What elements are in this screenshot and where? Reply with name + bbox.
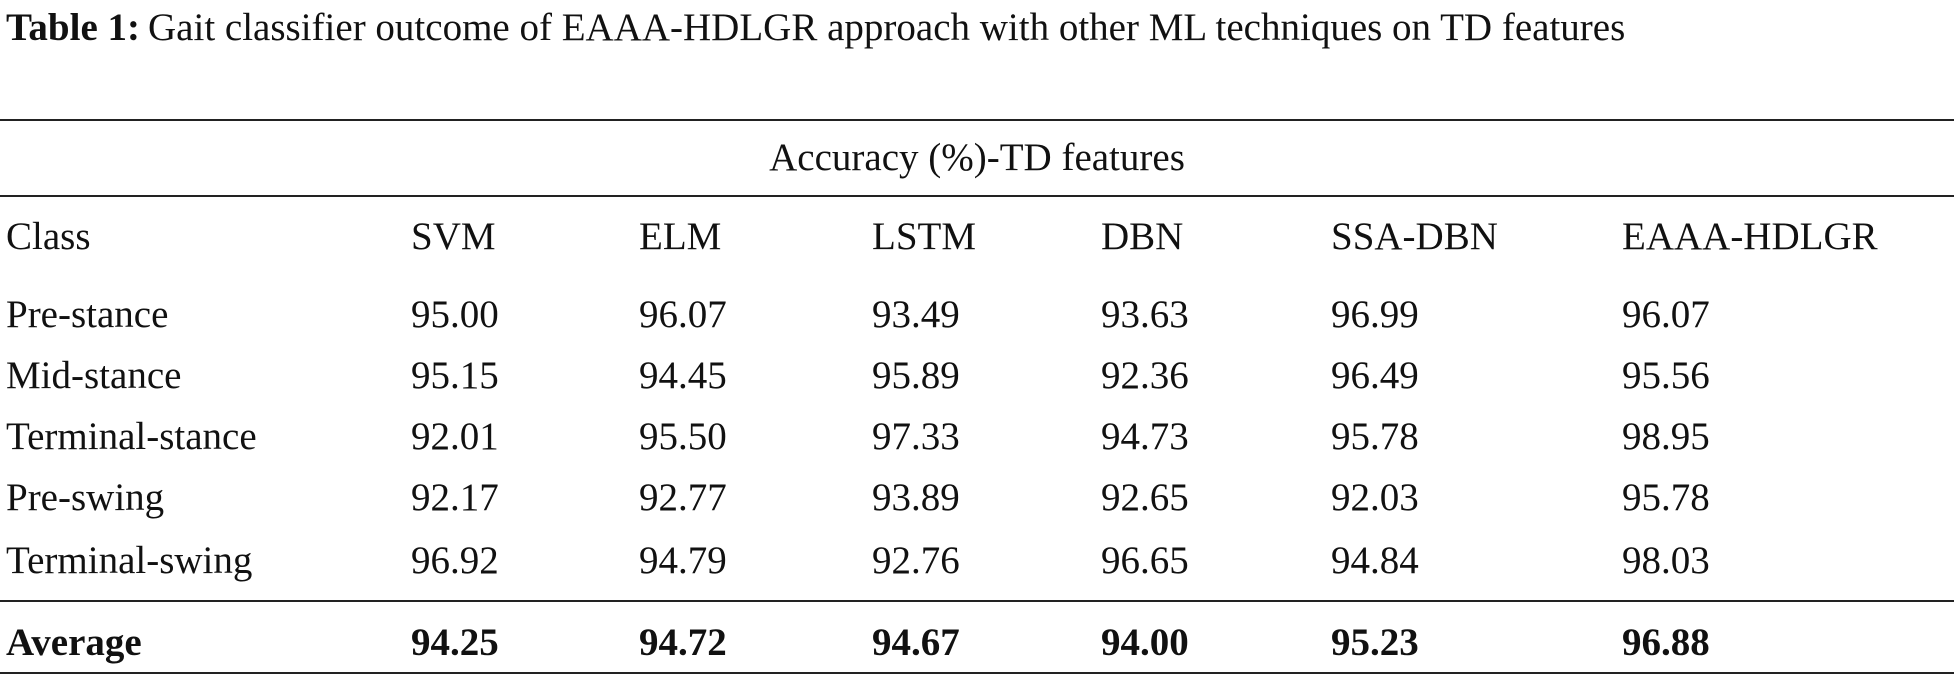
row-label: Pre-swing	[6, 476, 165, 519]
rule	[0, 195, 1954, 197]
cell: 94.84	[1331, 539, 1419, 582]
cell: 95.50	[639, 415, 727, 458]
average-cell: 94.72	[639, 621, 727, 664]
cell: 95.89	[872, 354, 960, 397]
cell: 92.17	[411, 476, 499, 519]
cell: 93.49	[872, 293, 960, 336]
row-label: Terminal-stance	[6, 415, 257, 458]
cell: 98.95	[1622, 415, 1710, 458]
column-header: LSTM	[872, 215, 977, 258]
cell: 93.89	[872, 476, 960, 519]
cell: 95.78	[1622, 476, 1710, 519]
cell: 95.15	[411, 354, 499, 397]
cell: 98.03	[1622, 539, 1710, 582]
cell: 96.99	[1331, 293, 1419, 336]
cell: 92.03	[1331, 476, 1419, 519]
column-header: ELM	[639, 215, 722, 258]
rule	[0, 600, 1954, 602]
cell: 92.01	[411, 415, 499, 458]
cell: 92.36	[1101, 354, 1189, 397]
caption: Table 1: Gait classifier outcome of EAAA-…	[6, 4, 1948, 52]
average-label: Average	[6, 621, 142, 664]
average-cell: 94.67	[872, 621, 960, 664]
cell: 92.76	[872, 539, 960, 582]
cell: 95.78	[1331, 415, 1419, 458]
group-header: Accuracy (%)-TD features	[769, 136, 1185, 179]
cell: 96.49	[1331, 354, 1419, 397]
cell: 96.07	[1622, 293, 1710, 336]
column-header: Class	[6, 215, 91, 258]
cell: 94.73	[1101, 415, 1189, 458]
cell: 94.79	[639, 539, 727, 582]
cell: 95.00	[411, 293, 499, 336]
average-cell: 95.23	[1331, 621, 1419, 664]
column-header: DBN	[1101, 215, 1184, 258]
caption-label: Table 1:	[6, 6, 141, 49]
cell: 96.07	[639, 293, 727, 336]
column-header: SVM	[411, 215, 496, 258]
average-cell: 94.00	[1101, 621, 1189, 664]
cell: 96.65	[1101, 539, 1189, 582]
cell: 95.56	[1622, 354, 1710, 397]
column-header: EAAA-HDLGR	[1622, 215, 1878, 258]
average-cell: 94.25	[411, 621, 499, 664]
rule	[0, 119, 1954, 121]
rule	[0, 672, 1954, 674]
column-header: SSA-DBN	[1331, 215, 1498, 258]
cell: 97.33	[872, 415, 960, 458]
average-cell: 96.88	[1622, 621, 1710, 664]
row-label: Mid-stance	[6, 354, 182, 397]
cell: 92.65	[1101, 476, 1189, 519]
row-label: Pre-stance	[6, 293, 169, 336]
caption-text: Gait classifier outcome of EAAA-HDLGR ap…	[148, 6, 1626, 49]
cell: 96.92	[411, 539, 499, 582]
cell: 93.63	[1101, 293, 1189, 336]
cell: 92.77	[639, 476, 727, 519]
row-label: Terminal-swing	[6, 539, 253, 582]
cell: 94.45	[639, 354, 727, 397]
